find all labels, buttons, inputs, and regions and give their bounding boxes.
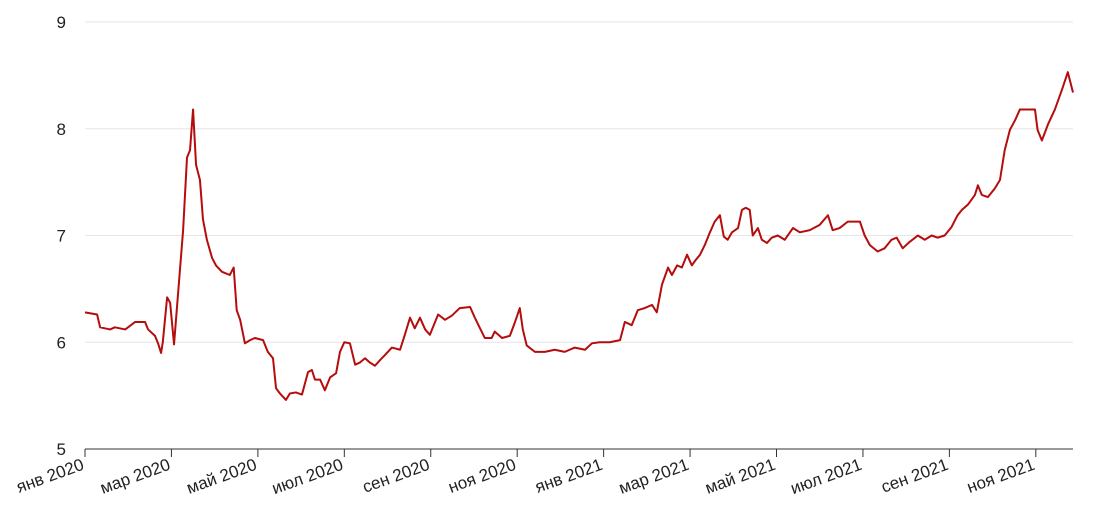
x-tick-label: мар 2020 [98,455,173,498]
x-tick-label: сен 2020 [360,455,432,497]
y-tick-label: 8 [57,120,66,139]
y-tick-label: 9 [57,13,66,32]
x-tick-label: июл 2020 [269,455,345,498]
x-tick-label: янв 2020 [14,455,86,497]
x-tick-label: ноя 2020 [446,455,519,497]
x-tick-label: май 2021 [703,455,778,498]
y-tick-label: 7 [57,227,66,246]
x-tick-label: сен 2021 [879,455,951,497]
x-tick-label: июл 2021 [788,455,864,498]
x-tick-label: май 2020 [184,455,259,498]
x-tick-label: ноя 2021 [964,455,1037,497]
x-tick-label: янв 2021 [533,455,605,497]
line [84,71,1074,401]
y-tick-label: 5 [57,440,66,459]
x-tick-label: мар 2021 [616,455,691,498]
y-tick-label: 6 [57,333,66,352]
